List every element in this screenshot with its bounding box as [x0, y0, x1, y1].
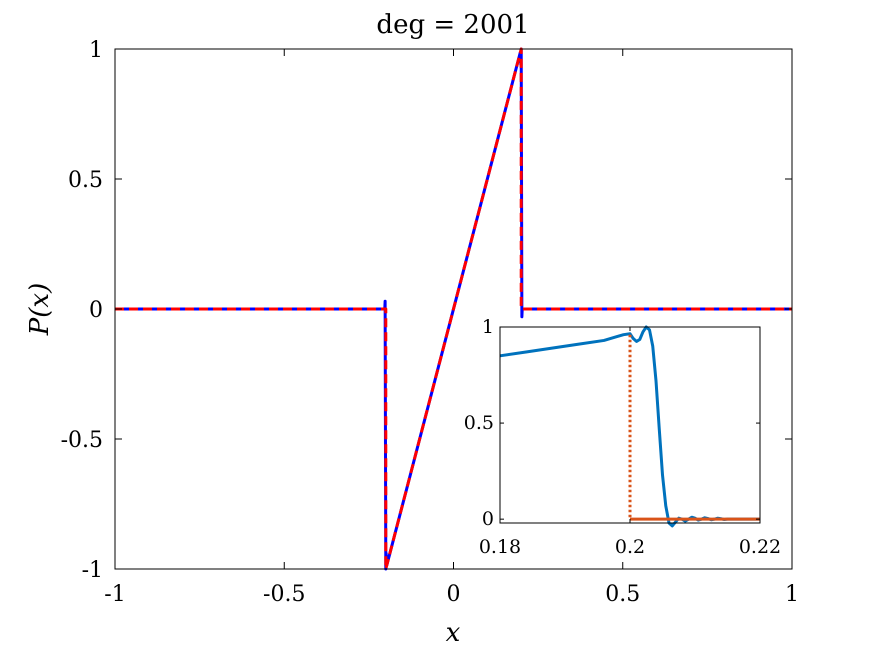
main-x-tick-label: -0.5: [263, 582, 305, 607]
inset-y-tick-label: 0.5: [464, 412, 494, 434]
inset-x-tick-label: 0.18: [479, 536, 521, 558]
main-ticks-group: -1 -0.5 0 0.5 1 -1 -0.5 0 0.5 1: [61, 38, 799, 607]
main-y-tick-label: -0.5: [61, 428, 103, 453]
inset-series-group: [499, 325, 760, 528]
chart-title: deg = 2001: [376, 10, 529, 40]
main-series-group: [115, 47, 792, 571]
main-x-tick-label: 0: [447, 582, 461, 607]
inset-y-tick-label: 0: [482, 508, 494, 530]
inset-chart: 0.18 0.2 0.22 0 0.5 1: [464, 316, 781, 558]
main-x-tick-label: 1: [785, 582, 799, 607]
inset-x-tick-label: 0.22: [739, 536, 781, 558]
main-x-tick-label: -1: [104, 582, 125, 607]
inset-y-tick-label: 1: [482, 316, 494, 338]
main-y-tick-label: -1: [82, 558, 103, 583]
x-axis-label: x: [446, 618, 461, 648]
main-series-2-line: [115, 47, 792, 571]
main-y-tick-label: 0: [89, 298, 103, 323]
main-x-tick-label: 0.5: [605, 582, 640, 607]
y-axis-label: P(x): [25, 283, 55, 336]
inset-x-tick-label: 0.2: [615, 536, 645, 558]
main-y-tick-label: 0.5: [68, 168, 103, 193]
main-y-tick-label: 1: [89, 38, 103, 63]
inset-ticks-group: 0.18 0.2 0.22 0 0.5 1: [464, 316, 781, 558]
